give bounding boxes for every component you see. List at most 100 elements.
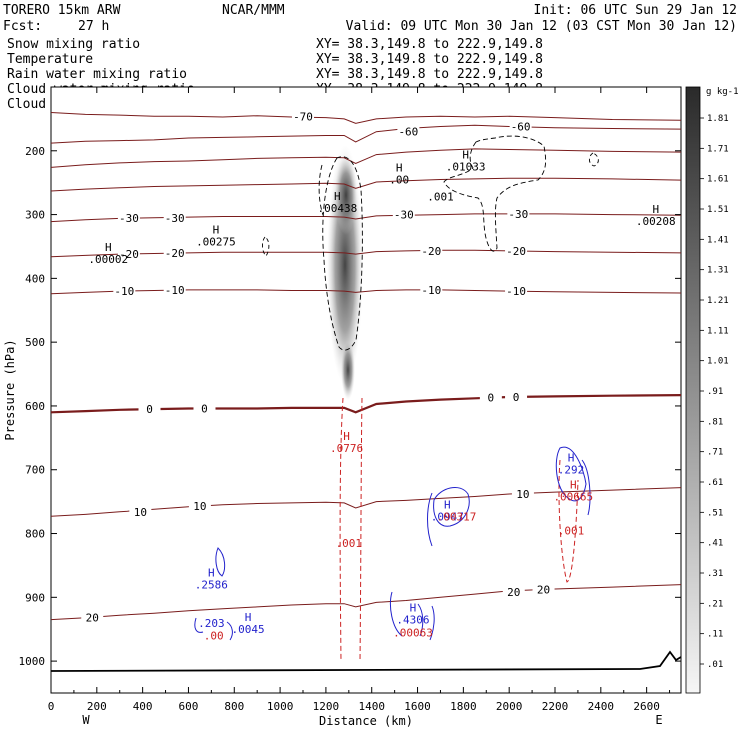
extremum-value: .001 — [336, 537, 363, 550]
extremum-mark: H — [105, 241, 112, 254]
colorbar-tick-label: 1.31 — [707, 266, 729, 276]
isotherm-label-bg — [392, 208, 415, 220]
extremum-value: .00438 — [317, 202, 357, 215]
extremum-mark: H — [396, 161, 403, 174]
isotherm--40 — [51, 177, 681, 192]
extremum-mark: H — [245, 611, 252, 624]
colorbar-tick-label: 1.41 — [707, 235, 729, 245]
extremum-value: .01033 — [446, 161, 486, 174]
x-tick-label: 1200 — [313, 700, 340, 713]
isotherm-label: 10 — [134, 506, 147, 519]
extremum-value: .00 — [389, 173, 409, 186]
isotherm-label: 20 — [537, 584, 550, 597]
isotherm-label: 0 — [513, 391, 520, 404]
isotherm-10 — [51, 487, 681, 517]
field-xy-2: XY= 38.3,149.8 to 222.9,149.8 — [316, 67, 543, 82]
west-label: W — [82, 713, 90, 727]
colorbar-tick-label: 1.11 — [707, 326, 729, 336]
isotherm--70 — [51, 112, 681, 124]
x-axis: 0 200 400 600 800 1000 1200 1400 1600 1800 2000 220… — [48, 87, 671, 713]
extremum-value: .00 — [204, 630, 224, 643]
init-time: Init: 06 UTC Sun 29 Jan 12 — [534, 3, 738, 18]
colorbar-tick-label: .01 — [707, 660, 723, 670]
isotherm-label-bg — [420, 244, 443, 256]
isotherm-label-bg — [117, 211, 140, 223]
extremum-mark: H — [462, 149, 469, 162]
y-tick-label: 800 — [25, 528, 45, 541]
isotherm-label: 20 — [86, 612, 99, 625]
isotherm-label-bg — [129, 505, 152, 517]
isotherm-label: -30 — [165, 212, 185, 225]
x-tick-label: 1400 — [358, 700, 385, 713]
cloud-ice-contour-east-dot — [588, 152, 599, 167]
x-tick-label: 2600 — [633, 700, 660, 713]
y-tick-label: 700 — [25, 464, 45, 477]
isotherm-label-bg — [507, 207, 530, 219]
colorbar-tick-label: 1.71 — [707, 144, 729, 154]
isotherm-label: -20 — [165, 247, 185, 260]
x-axis-label: Distance (km) — [319, 714, 413, 728]
isotherm-label-bg — [113, 285, 136, 297]
colorbar-tick-label: .31 — [707, 569, 723, 579]
isotherm-label: 0 — [201, 402, 208, 415]
isotherm-label: -30 — [394, 209, 414, 222]
x-tick-label: 0 — [48, 700, 55, 713]
x-tick-label: 400 — [133, 700, 153, 713]
isotherm-label-bg — [511, 487, 534, 499]
extremum-value: .001 — [427, 191, 454, 204]
extremum-value: .00063 — [393, 626, 433, 639]
colorbar-tick-label: .71 — [707, 448, 723, 458]
isotherm-label: 0 — [488, 392, 495, 405]
field-name-2: Rain water mixing ratio — [7, 67, 187, 82]
isotherm-label-bg — [505, 244, 528, 256]
isotherm-label: -60 — [511, 121, 531, 134]
isotherm-label: -20 — [421, 245, 441, 258]
isotherm-label: -10 — [165, 284, 185, 297]
extremum-value: .00275 — [196, 235, 236, 248]
y-tick-label: 400 — [25, 272, 45, 285]
isotherm--60 — [51, 124, 681, 144]
isotherm-label: -30 — [508, 208, 528, 221]
extremum-value: .2586 — [195, 579, 228, 592]
isotherm-label-bg — [479, 391, 502, 403]
forecast-hours: 27 h — [78, 19, 109, 34]
extremum-value: .0776 — [330, 442, 363, 455]
extremum-value: .00665 — [553, 491, 593, 504]
isotherm-label-bg — [163, 211, 186, 223]
extremum-mark: H — [570, 479, 577, 492]
colorbar-tick-label: .21 — [707, 599, 723, 609]
extremum-value: .00208 — [636, 215, 676, 228]
east-label: E — [655, 713, 662, 727]
extremum-mark: H — [213, 223, 220, 236]
center-label: NCAR/MMM — [222, 3, 285, 18]
y-tick-label: 500 — [25, 336, 45, 349]
y-tick-label: 600 — [25, 400, 45, 413]
isotherm-label-bg — [188, 500, 211, 512]
x-tick-label: 200 — [87, 700, 107, 713]
y-tick-label: 1000 — [19, 655, 46, 668]
colorbar-tick-label: .11 — [707, 630, 723, 640]
ground-surface — [51, 650, 681, 672]
extremum-mark: H — [444, 498, 451, 511]
isotherm-label-bg — [505, 285, 528, 297]
field-xy-0: XY= 38.3,149.8 to 222.9,149.8 — [316, 37, 543, 52]
plot-area — [50, 86, 682, 694]
extremum-mark: H — [410, 602, 417, 615]
isotherm-label-bg — [117, 248, 140, 260]
isotherm-label-bg — [505, 391, 528, 403]
colorbar-tick-label: .41 — [707, 539, 723, 549]
colorbar-tick-label: 1.61 — [707, 175, 729, 185]
extremum-mark: H — [568, 452, 575, 465]
plot-content: -70 -60 -60 -30 -30 -30 -30 -20 -20 -20 -20 -10 -10 -… — [51, 110, 681, 672]
y-tick-label: 900 — [25, 591, 45, 604]
colorbar-unit: g kg-1 — [706, 87, 739, 97]
extremum-mark: H — [343, 430, 350, 443]
isotherm-label: 20 — [507, 586, 520, 599]
isotherm-label-bg — [532, 583, 555, 595]
extrema-labels: H.00002H.00275H.00438H.00H.01033.001H.00… — [88, 149, 675, 643]
cloud-water-contour-mid — [427, 486, 470, 547]
x-tick-label: 1600 — [404, 700, 431, 713]
colorbar-tick-label: .51 — [707, 508, 723, 518]
